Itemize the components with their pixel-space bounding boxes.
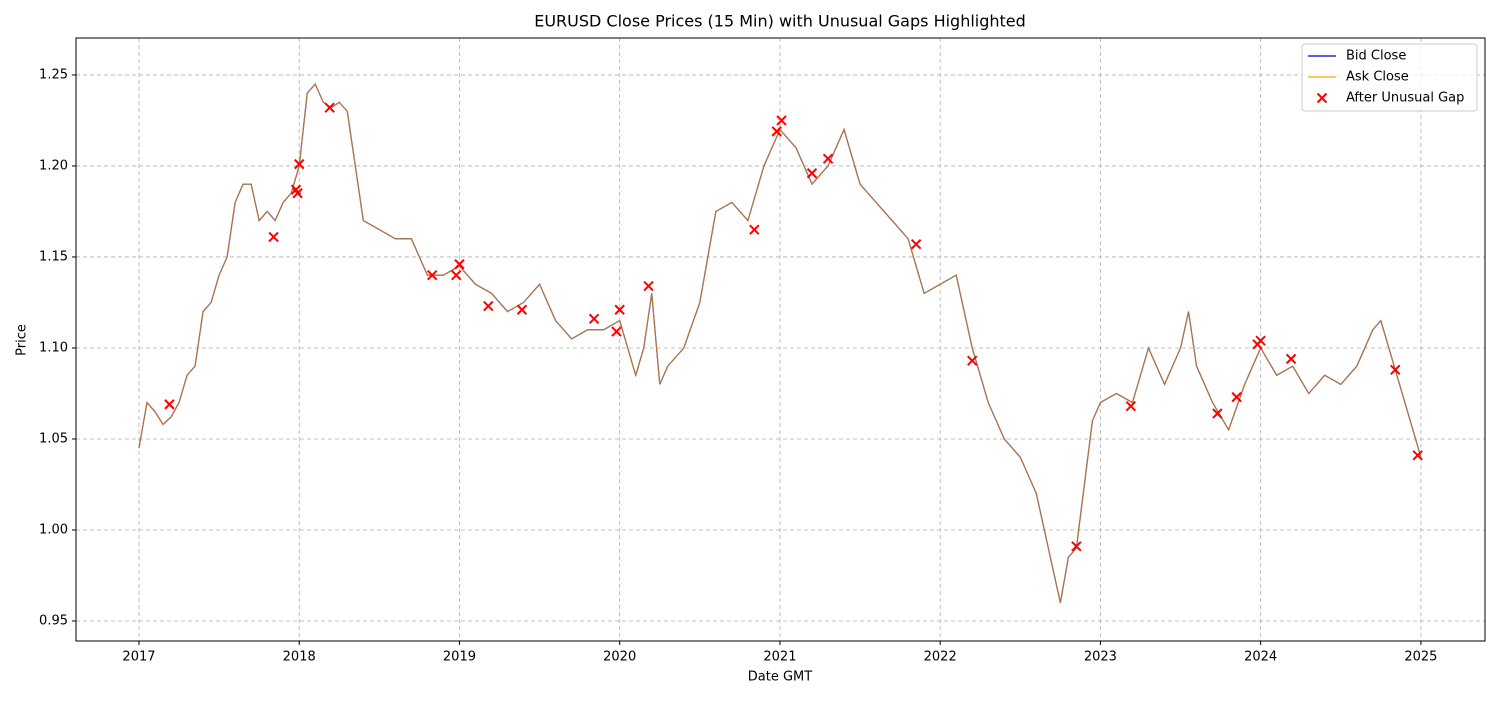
plot-frame [75,37,1486,642]
x-tick-label: 2021 [763,650,796,665]
x-tick-label: 2017 [122,650,155,665]
gap-marker [294,158,305,170]
x-tick-label: 2018 [283,650,316,665]
y-tick-label: 1.10 [39,340,68,355]
price-line [138,82,1422,603]
gap-marker [1125,400,1137,412]
gap-marker [164,399,175,410]
gap-marker [806,168,818,179]
gap-marker [427,269,438,281]
gap-marker [1390,364,1401,376]
gap-marker [483,300,494,312]
y-tick-label: 1.00 [39,522,68,537]
x-tick-label: 2025 [1404,650,1437,665]
gap-marker [454,259,465,270]
gap-marker [588,313,600,325]
y-tick-label: 1.05 [39,431,68,446]
x-tick-label: 2020 [603,650,636,665]
legend-label: Ask Close [1346,70,1409,85]
legend-marker [1316,92,1328,104]
legend-box [1301,43,1478,112]
x-tick-label: 2024 [1244,650,1277,665]
gap-marker [1412,450,1423,461]
gap-marker [749,224,760,235]
gap-marker [776,115,787,126]
x-tick-label: 2019 [443,650,476,665]
gap-marker [643,280,654,292]
gap-marker [611,326,622,337]
chart-title: EURUSD Close Prices (15 Min) with Unusua… [534,12,1026,31]
y-tick-label: 1.25 [39,67,68,82]
y-axis-label: Price [15,324,30,356]
y-tick-label: 1.15 [39,249,68,264]
legend: Bid Close Ask Close After Unusual Gap [1301,43,1478,112]
gap-marker [1231,391,1242,403]
y-tick-label: 1.20 [39,158,68,173]
gap-marker [268,231,279,243]
y-tick-label: 0.95 [39,613,68,628]
x-tick-label: 2022 [924,650,957,665]
gap-marker [910,239,922,250]
legend-label: Bid Close [1346,49,1406,64]
gap-marker [967,355,978,366]
x-axis-label: Date GMT [748,670,812,685]
gap-marker [1071,541,1082,552]
gap-marker [1255,335,1266,346]
gap-marker [614,304,625,315]
gap-marker [324,102,335,113]
gap-marker [292,188,303,199]
x-tick-label: 2023 [1084,650,1117,665]
gap-marker [516,304,528,315]
gap-marker [451,269,462,281]
gap-marker [822,153,834,164]
gap-marker [1285,353,1297,365]
gap-marker [771,126,782,137]
legend-label: After Unusual Gap [1346,91,1464,106]
gap-marker [1212,408,1223,419]
